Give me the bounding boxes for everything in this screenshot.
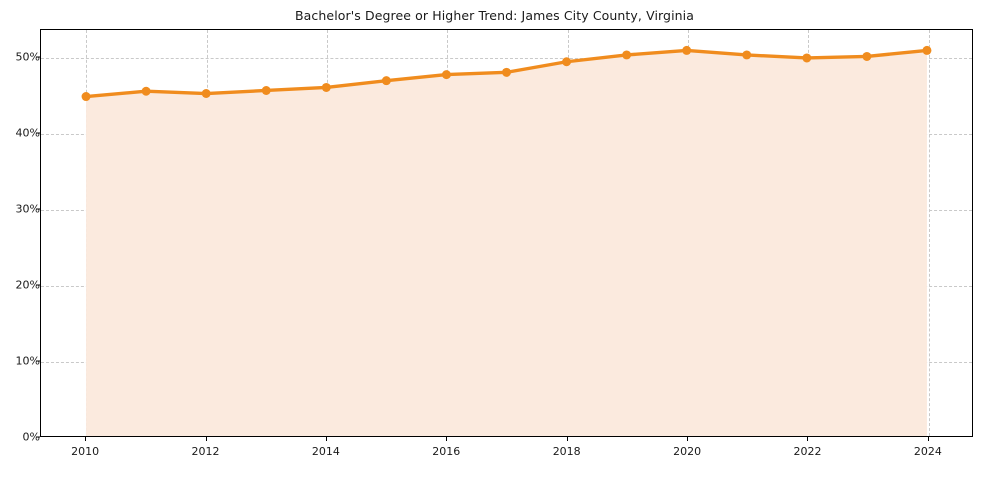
gridline-horizontal [41,58,972,60]
y-axis-tick-mark [36,284,40,286]
y-axis-tick-marks [36,29,40,438]
data-point-marker [802,53,812,63]
x-axis-tick-label: 2020 [673,445,702,458]
y-axis-tick-label: 50% [15,50,40,64]
y-axis-tick-label: 20% [15,278,40,292]
x-axis-tick-label: 2016 [432,445,461,458]
data-point-marker [201,89,211,98]
x-axis-tick-mark [927,437,929,441]
chart-title: Bachelor's Degree or Higher Trend: James… [294,8,695,23]
x-axis-tick-label: 2018 [552,445,581,458]
data-point-marker [622,50,632,60]
x-axis-tick-mark [687,437,689,441]
data-point-marker [682,45,692,55]
data-point-marker [742,50,752,60]
data-point-marker [381,76,391,86]
x-axis-tick-mark [566,437,568,441]
plot-area [40,29,973,437]
x-axis-tick-mark [446,437,448,441]
x-axis-tick-label: 2012 [191,445,220,458]
x-axis-tick-label: 2010 [71,445,100,458]
y-axis-tick-mark [36,56,40,58]
y-axis-tick-mark [36,208,40,210]
x-axis-tick-label: 2024 [913,445,942,458]
y-axis-tick-labels: 0% 10% 20% 30% 40% 50% [0,29,40,444]
data-point-marker [441,70,451,80]
x-axis-tick-mark [325,437,327,441]
x-axis-tick-mark [205,437,207,441]
data-point-marker [922,45,932,55]
data-point-marker [141,86,151,96]
y-axis-tick-label: 40% [15,126,40,140]
plot-inner [41,30,972,436]
x-axis-tick-labels: 2010 2012 2014 2016 2018 2020 2022 2024 [40,437,973,477]
y-axis-tick-mark [36,360,40,362]
gridline-vertical [928,30,930,436]
y-axis-tick-label: 30% [15,202,40,216]
series-line-area [81,45,932,436]
y-axis-tick-mark [36,132,40,134]
data-point-marker [862,51,872,61]
data-point-marker [81,92,91,102]
x-axis-tick-mark [807,437,809,441]
data-point-marker [502,67,511,77]
data-point-marker [261,86,271,95]
x-axis-tick-label: 2022 [793,445,822,458]
x-axis-tick-label: 2014 [311,445,340,458]
data-point-marker [321,82,331,92]
y-axis-tick-mark [36,436,40,438]
y-axis-tick-label: 0% [22,430,40,444]
y-axis-tick-label: 10% [15,354,40,368]
x-axis-tick-mark [85,437,87,441]
series-area-fill [86,50,927,436]
data-point-marker [562,57,572,67]
